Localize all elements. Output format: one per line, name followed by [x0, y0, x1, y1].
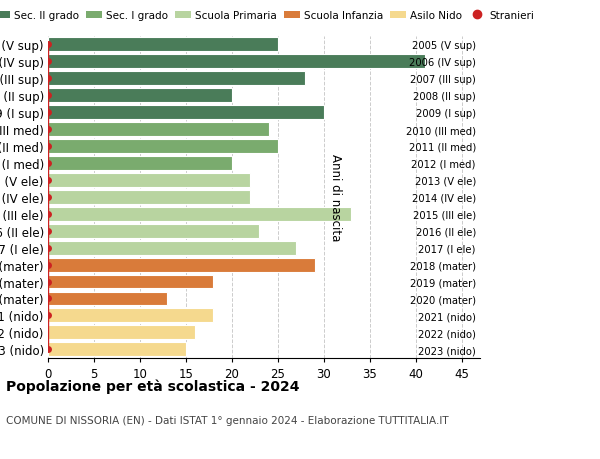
Bar [48, 123, 269, 137]
Bar [48, 190, 250, 204]
Bar [48, 157, 232, 170]
Bar [48, 309, 214, 323]
Bar [48, 89, 232, 103]
Bar [48, 174, 250, 187]
Text: Popolazione per età scolastica - 2024: Popolazione per età scolastica - 2024 [6, 379, 299, 393]
Bar [48, 224, 259, 238]
Bar [48, 292, 167, 306]
Bar [48, 55, 425, 69]
Text: COMUNE DI NISSORIA (EN) - Dati ISTAT 1° gennaio 2024 - Elaborazione TUTTITALIA.I: COMUNE DI NISSORIA (EN) - Dati ISTAT 1° … [6, 415, 449, 425]
Bar [48, 342, 186, 357]
Bar [48, 38, 278, 52]
Bar [48, 275, 214, 289]
Bar [48, 140, 278, 154]
Bar [48, 326, 195, 340]
Y-axis label: Anni di nascita: Anni di nascita [329, 154, 343, 241]
Bar [48, 241, 296, 255]
Legend: Sec. II grado, Sec. I grado, Scuola Primaria, Scuola Infanzia, Asilo Nido, Stran: Sec. II grado, Sec. I grado, Scuola Prim… [0, 7, 538, 25]
Bar [48, 106, 324, 120]
Bar [48, 258, 314, 272]
Bar [48, 207, 352, 221]
Bar [48, 72, 305, 86]
